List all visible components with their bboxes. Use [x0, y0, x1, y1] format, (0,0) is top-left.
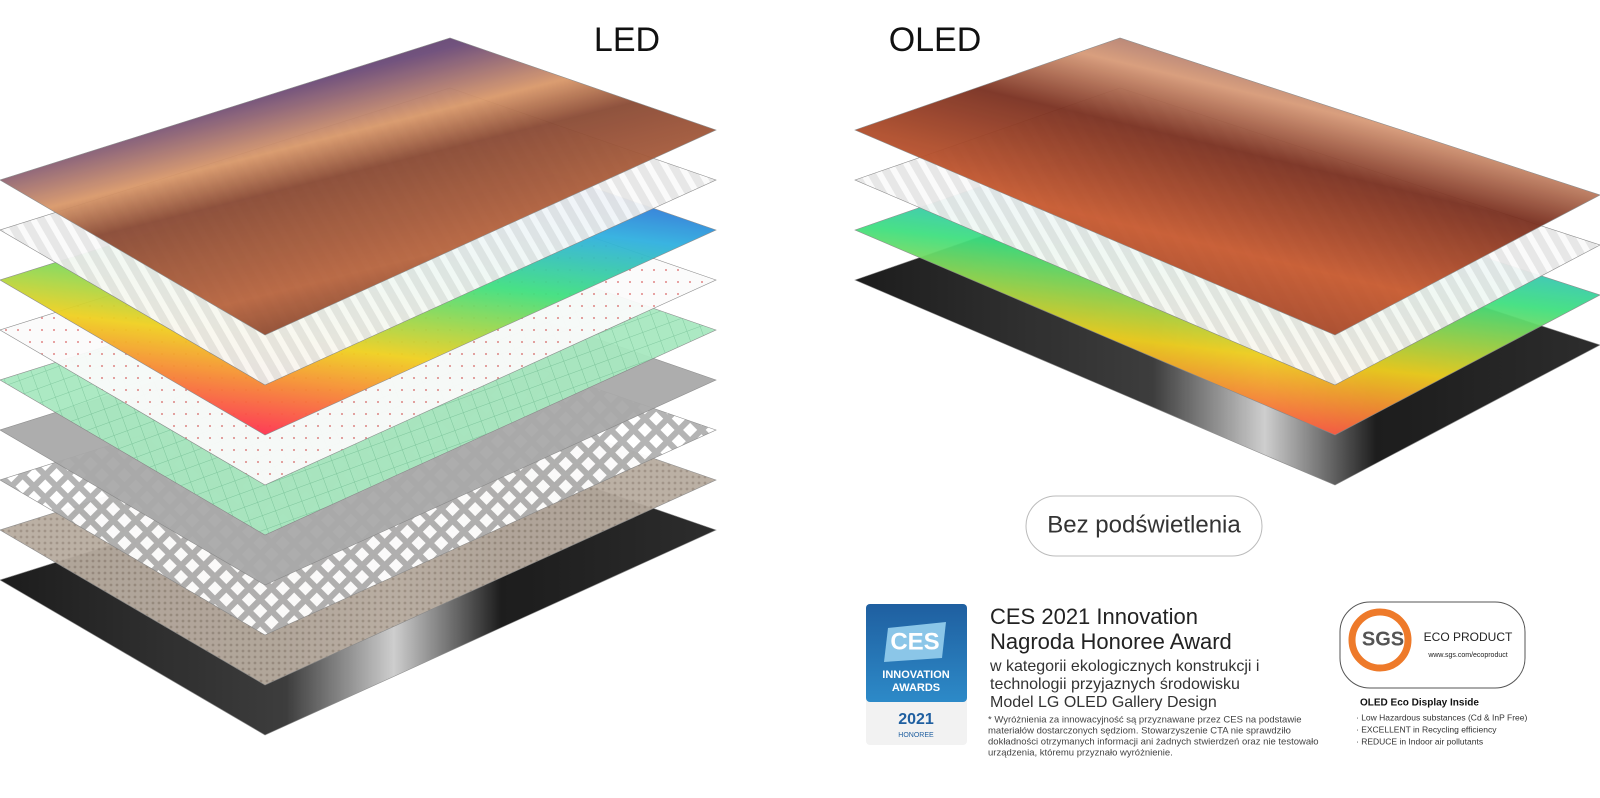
- led-label: LED: [594, 21, 660, 59]
- eco-list: · Low Hazardous substances (Cd & InP Fre…: [1356, 712, 1528, 746]
- eco-label: ECO PRODUCT: [1424, 630, 1513, 644]
- image-panel: [854, 37, 1600, 336]
- ces-badge: CES INNOVATION AWARDS 2021 HONOREE: [866, 604, 967, 745]
- award-description: technologii przyjaznych środowisku: [990, 676, 1240, 693]
- award-footnote: dokładności otrzymanych informacji ani ż…: [988, 737, 1319, 748]
- image-panel: [0, 37, 717, 336]
- award-footnote: materiałów dostarczonych sędziom. Stowar…: [988, 726, 1291, 737]
- badge-logo: CES: [890, 628, 939, 655]
- led-stack: [0, 37, 717, 736]
- backlight-button[interactable]: Bez podświetlenia: [1025, 495, 1263, 557]
- award-description: Model LG OLED Gallery Design: [990, 694, 1217, 711]
- eco-url: www.sgs.com/ecoproduct: [1427, 652, 1507, 659]
- award-description: w kategorii ekologicznych konstrukcji i: [989, 658, 1259, 675]
- sgs-badge: SGS ECO PRODUCT www.sgs.com/ecoproduct O…: [1339, 601, 1526, 709]
- award-title: CES 2021 Innovation: [990, 604, 1198, 629]
- button-outline[interactable]: [1025, 495, 1263, 557]
- oled-stack: [854, 37, 1600, 486]
- eco-item: · REDUCE in Indoor air pollutants: [1356, 736, 1483, 746]
- sgs-ring: [1348, 608, 1412, 672]
- oled-label: OLED: [889, 21, 982, 59]
- award-footnote: urządzenia, któremu przyznało wyróżnieni…: [988, 748, 1173, 759]
- badge-year: 2021: [898, 711, 934, 728]
- award-title: Nagroda Honoree Award: [990, 629, 1232, 654]
- badge-shape: [884, 622, 946, 662]
- sgs-logo: SGS: [1362, 628, 1404, 650]
- eco-item: · EXCELLENT in Recycling efficiency: [1356, 724, 1497, 734]
- award-footnote: * Wyróżnienia za innowacyjność są przyzn…: [988, 715, 1302, 726]
- eco-item: · Low Hazardous substances (Cd & InP Fre…: [1356, 712, 1528, 722]
- eco-heading: OLED Eco Display Inside: [1360, 698, 1479, 709]
- badge-line: INNOVATION: [882, 669, 949, 681]
- badge-line: AWARDS: [892, 682, 940, 694]
- button-label[interactable]: Bez podświetlenia: [1047, 511, 1241, 538]
- badge-honoree: HONOREE: [898, 732, 934, 739]
